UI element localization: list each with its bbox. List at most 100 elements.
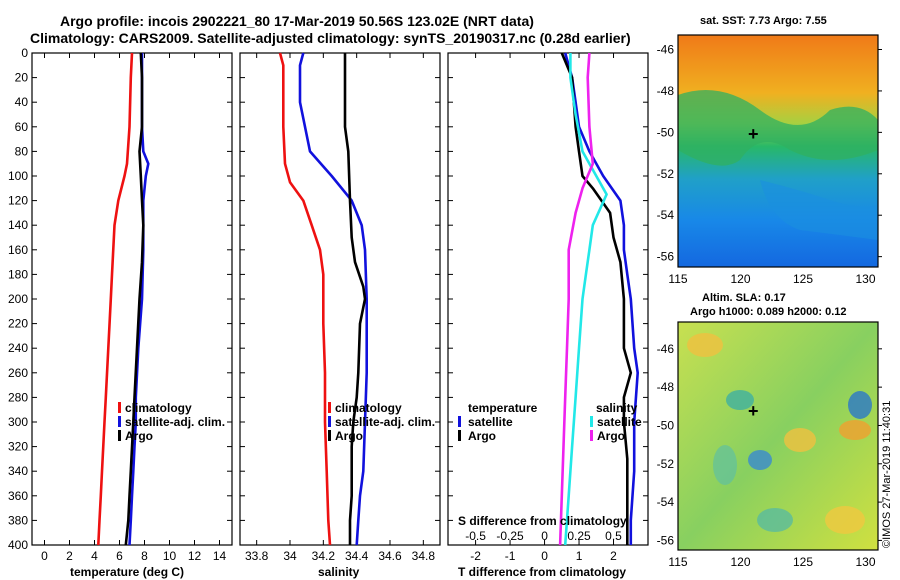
profile-series [97, 52, 640, 546]
map-x-tick-label: 120 [730, 272, 750, 286]
depth-tick-label: 60 [15, 120, 29, 134]
sst-front-band [678, 90, 878, 166]
legend-swatch-argo [118, 430, 121, 441]
depth-tick-label: 360 [8, 489, 28, 503]
map-x-tick-label: 125 [793, 272, 813, 286]
depth-tick-label: 340 [8, 464, 28, 478]
legend-argo: Argo [335, 429, 363, 443]
map-x-tick-label: 115 [668, 272, 687, 286]
sla-map-frame [677, 321, 879, 551]
legend-swatch-satellite [328, 416, 331, 427]
sla-blob [848, 391, 872, 419]
map-y-tick-label: -48 [657, 380, 675, 394]
depth-tick-label: 380 [8, 513, 28, 527]
top-axis-label: S difference from climatology [458, 514, 627, 528]
legend-t-argo: Argo [468, 429, 496, 443]
x-tick-label: -2 [470, 549, 481, 563]
map-y-tick-label: -46 [657, 342, 675, 356]
series-line-temperature-argo [560, 52, 633, 545]
sst-cold-region [760, 180, 878, 240]
title-line-2: Climatology: CARS2009. Satellite-adjuste… [30, 30, 631, 46]
legend-argo: Argo [125, 429, 153, 443]
series-line-salinity-argo [558, 52, 595, 546]
imos-credit: ©IMOS 27-Mar-2019 11:40:31 [881, 401, 893, 548]
x-tick-label: 0 [541, 549, 548, 563]
x-tick-label: 1 [576, 549, 583, 563]
depth-tick-label: 0 [21, 46, 28, 60]
depth-tick-label: 40 [15, 95, 29, 109]
depth-tick-label: 300 [8, 415, 28, 429]
sla-blob [839, 420, 871, 440]
argo-position-marker: + [748, 124, 759, 144]
map-axes: 115 120 125 130 -46 -48 -50 -52 -54 -56 115 120 125 1… [657, 43, 882, 569]
legend-swatch-satellite [118, 416, 121, 427]
depth-tick-label: 180 [8, 267, 28, 281]
map-y-tick-label: -52 [657, 167, 675, 181]
salinity-legend: climatology satellite-adj. clim. Argo [328, 401, 435, 443]
legend-satellite: satellite-adj. clim. [335, 415, 435, 429]
temperature-legend: climatology satellite-adj. clim. Argo [118, 401, 225, 443]
depth-tick-label: 160 [8, 243, 28, 257]
legend-swatch-t-satellite [458, 416, 461, 427]
sla-blob [825, 506, 865, 534]
legend-climatology: climatology [125, 401, 192, 415]
series-line-climatology [97, 52, 134, 546]
sla-blob [757, 508, 793, 532]
map-x-tick-label: 120 [730, 555, 750, 569]
series-line-argo [124, 52, 145, 546]
x-tick-label: 10 [163, 549, 177, 563]
map-y-tick-label: -48 [657, 84, 675, 98]
title-line-1: Argo profile: incois 2902221_80 17-Mar-2… [60, 13, 534, 29]
sla-map: + [677, 321, 879, 551]
depth-tick-label: 320 [8, 440, 28, 454]
sla-blob [784, 428, 816, 452]
series-line-salinity-satellite [563, 53, 608, 546]
sla-map-title-1: Altim. SLA: 0.17 [702, 292, 786, 304]
x-tick-label: -1 [505, 549, 516, 563]
map-x-tick-label: 130 [855, 555, 875, 569]
sla-map-title-2: Argo h1000: 0.089 h2000: 0.12 [690, 306, 847, 318]
s-diff-tick-label: 0.25 [567, 529, 591, 543]
x-axes: 0 2 4 6 8 10 12 14 33.8 34 34.2 34.4 34.6 34.8 -2 -1 0 1 2 [41, 53, 617, 563]
sst-map: + [677, 34, 879, 268]
depth-tick-label: 260 [8, 366, 28, 380]
depth-axis: 0 20 40 60 80 100 120 140 160 180 200 220 240 260 280 3… [8, 46, 648, 552]
x-tick-label: 14 [213, 549, 227, 563]
depth-tick-label: 280 [8, 390, 28, 404]
depth-tick-label: 200 [8, 292, 28, 306]
series-line-climatology [278, 52, 332, 546]
s-diff-tick-label: -0.5 [465, 529, 486, 543]
legend-swatch-climatology [328, 402, 331, 413]
legend-s-argo: Argo [597, 429, 625, 443]
legend-t-satellite: satellite [468, 415, 513, 429]
series-line-temperature-satellite [563, 52, 640, 545]
legend-satellite: satellite-adj. clim. [125, 415, 225, 429]
x-tick-label: 34 [283, 549, 297, 563]
x-tick-label: 34.4 [345, 549, 369, 563]
map-x-tick-label: 125 [793, 555, 813, 569]
s-diff-tick-label: 0 [541, 529, 548, 543]
s-diff-tick-label: -0.25 [496, 529, 524, 543]
depth-tick-label: 100 [8, 169, 28, 183]
map-x-tick-label: 115 [668, 555, 687, 569]
sla-blob [713, 445, 737, 485]
depth-tick-label: 220 [8, 317, 28, 331]
legend-climatology: climatology [335, 401, 402, 415]
s-diff-tick-label: 0.5 [605, 529, 622, 543]
depth-tick-label: 140 [8, 218, 28, 232]
map-y-tick-label: -46 [657, 43, 675, 57]
sla-blob [687, 333, 723, 357]
depth-tick-label: 400 [8, 538, 28, 552]
legend-group-salinity: salinity [596, 401, 638, 415]
map-y-tick-label: -54 [657, 495, 675, 509]
salinity-xlabel: salinity [318, 565, 360, 579]
x-tick-label: 8 [141, 549, 148, 563]
legend-swatch-argo [328, 430, 331, 441]
x-tick-label: 2 [610, 549, 617, 563]
x-tick-label: 34.2 [312, 549, 336, 563]
sst-map-frame [677, 34, 879, 268]
legend-swatch-t-argo [458, 430, 461, 441]
x-tick-label: 0 [41, 549, 48, 563]
x-tick-label: 33.8 [245, 549, 269, 563]
